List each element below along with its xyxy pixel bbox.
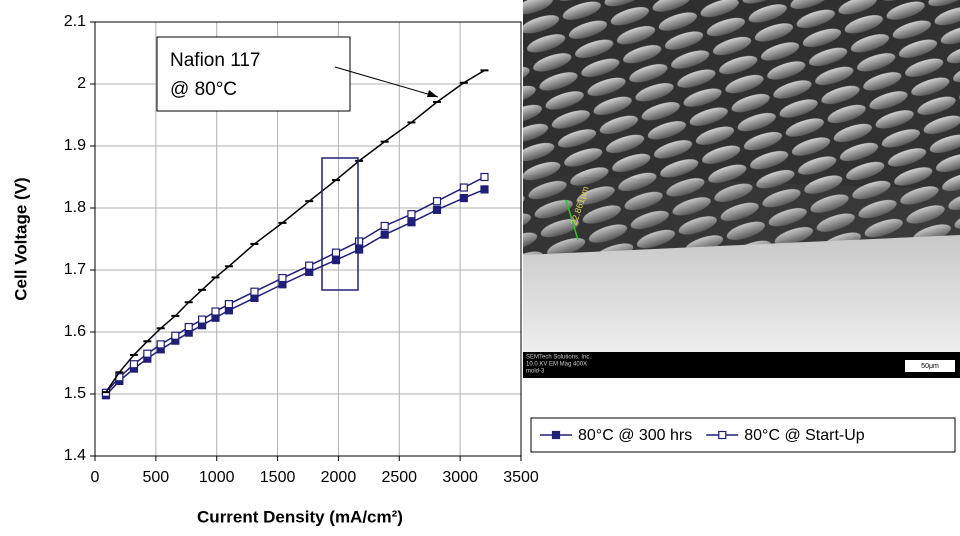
marker xyxy=(407,218,416,227)
marker xyxy=(143,349,152,358)
x-tick-label: 1000 xyxy=(199,469,235,486)
scale-label: 50μm xyxy=(921,363,939,370)
annotation: @ 80°C xyxy=(170,79,237,100)
legend-label: 80°C @ 300 hrs xyxy=(578,427,692,444)
highlight-box xyxy=(321,157,359,291)
marker xyxy=(355,237,364,246)
marker xyxy=(278,273,287,283)
legend xyxy=(530,417,956,453)
marker xyxy=(305,261,314,270)
marker xyxy=(480,185,489,194)
marker xyxy=(129,360,139,369)
y-tick-label: 1.9 xyxy=(64,137,86,154)
marker xyxy=(171,331,180,340)
y-axis-label: Cell Voltage (V) xyxy=(11,177,30,300)
marker xyxy=(156,340,165,349)
marker xyxy=(718,430,727,440)
legend-label: 80°C @ Start-Up xyxy=(744,427,865,444)
annotation-box xyxy=(156,36,351,112)
marker xyxy=(198,315,207,324)
marker xyxy=(224,300,233,309)
marker xyxy=(432,197,442,206)
y-tick-label: 2.1 xyxy=(64,13,86,30)
sem-info: 10.0 KV EM Mag 400X xyxy=(526,362,587,368)
marker xyxy=(331,255,341,265)
marker xyxy=(459,193,468,203)
sem-info: mold-3 xyxy=(526,369,545,375)
x-tick-label: 500 xyxy=(143,469,170,486)
marker xyxy=(355,245,364,254)
y-tick-label: 1.7 xyxy=(64,261,86,278)
y-tick-label: 2 xyxy=(77,75,86,92)
marker xyxy=(480,172,489,182)
marker xyxy=(331,248,341,257)
sem-image: 22.861μm SEMTech Solutions, Inc. 10.0 KV… xyxy=(523,0,960,378)
x-tick-label: 3500 xyxy=(503,469,539,486)
x-axis-label: Current Density (mA/cm²) xyxy=(197,507,403,526)
marker xyxy=(250,287,259,296)
marker xyxy=(432,205,442,214)
x-tick-label: 0 xyxy=(91,469,100,486)
marker xyxy=(380,221,389,231)
marker xyxy=(211,307,220,316)
x-tick-label: 2500 xyxy=(381,469,417,486)
series-line xyxy=(105,69,485,393)
marker xyxy=(380,230,389,239)
y-tick-label: 1.4 xyxy=(64,447,86,464)
arrow-head xyxy=(427,90,438,97)
marker xyxy=(551,430,561,440)
annotation: Nafion 117 xyxy=(170,50,261,71)
marker xyxy=(459,183,468,192)
y-tick-label: 1.5 xyxy=(64,385,86,402)
marker xyxy=(407,210,416,219)
y-tick-label: 1.6 xyxy=(64,323,86,340)
sem-info: SEMTech Solutions, Inc. xyxy=(526,355,591,361)
x-tick-label: 3000 xyxy=(442,469,478,486)
y-tick-label: 1.8 xyxy=(64,199,86,216)
plot-border xyxy=(94,21,522,457)
annotation-arrow xyxy=(334,66,439,98)
x-tick-label: 1500 xyxy=(260,469,296,486)
marker xyxy=(184,322,193,332)
x-tick-label: 2000 xyxy=(321,469,357,486)
